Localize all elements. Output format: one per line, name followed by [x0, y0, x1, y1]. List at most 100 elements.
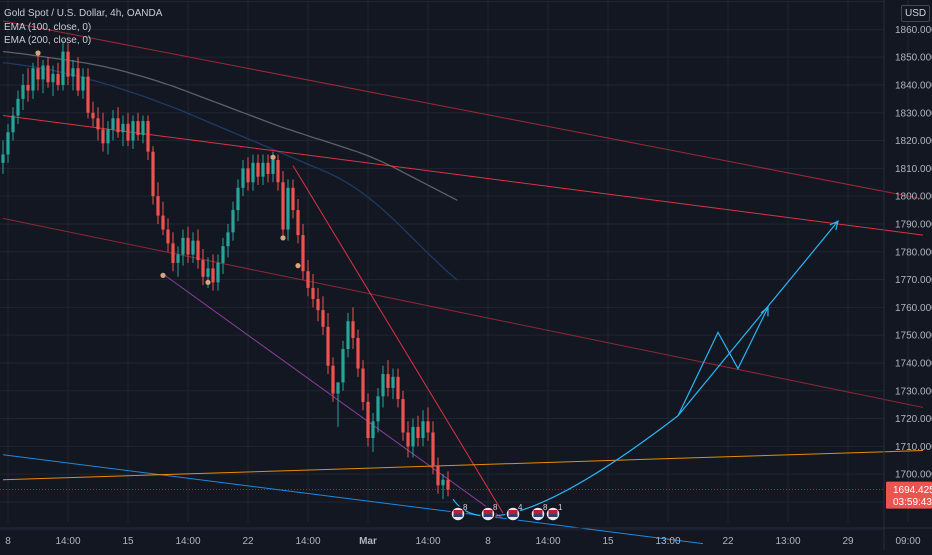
- candle[interactable]: [341, 340, 345, 391]
- candle[interactable]: [236, 179, 240, 222]
- candle[interactable]: [361, 360, 365, 411]
- candle[interactable]: [211, 254, 215, 291]
- candle[interactable]: [446, 471, 450, 497]
- candle[interactable]: [336, 382, 340, 427]
- falling-wedge-top[interactable]: [292, 165, 504, 514]
- candle[interactable]: [191, 232, 195, 263]
- candle[interactable]: [226, 223, 230, 258]
- candle[interactable]: [276, 154, 280, 191]
- candle[interactable]: [286, 179, 290, 241]
- candle[interactable]: [76, 57, 80, 97]
- candle[interactable]: [291, 179, 295, 219]
- support-line[interactable]: [2, 454, 704, 545]
- candle[interactable]: [11, 107, 15, 141]
- candle[interactable]: [26, 68, 30, 102]
- candle[interactable]: [391, 368, 395, 400]
- candle[interactable]: [196, 229, 200, 269]
- candle[interactable]: [46, 57, 50, 88]
- candle[interactable]: [156, 182, 160, 224]
- candle[interactable]: [256, 154, 260, 186]
- currency-button[interactable]: USD: [901, 5, 931, 22]
- candle[interactable]: [246, 157, 250, 191]
- candle[interactable]: [181, 229, 185, 266]
- candle[interactable]: [121, 115, 125, 147]
- candle[interactable]: [431, 421, 435, 475]
- candle[interactable]: [31, 62, 35, 99]
- candle[interactable]: [421, 410, 425, 447]
- candle[interactable]: [221, 237, 225, 274]
- candle[interactable]: [201, 248, 205, 286]
- candle[interactable]: [91, 101, 95, 127]
- candle[interactable]: [66, 43, 70, 85]
- candle[interactable]: [366, 393, 370, 447]
- candle[interactable]: [321, 296, 325, 336]
- candle[interactable]: [231, 201, 235, 241]
- candle[interactable]: [426, 407, 430, 441]
- candle[interactable]: [376, 387, 380, 433]
- candle[interactable]: [161, 201, 165, 236]
- candle[interactable]: [56, 62, 60, 91]
- candle[interactable]: [71, 59, 75, 91]
- candle[interactable]: [316, 287, 320, 322]
- candle[interactable]: [116, 107, 120, 138]
- candle[interactable]: [296, 198, 300, 244]
- main-trendline[interactable]: [2, 115, 924, 236]
- candle[interactable]: [176, 246, 180, 277]
- time-axis[interactable]: 8 14:00 15 14:00 22 14:00 Mar 14:00 8 14:00 15 13:0…: [5, 536, 921, 547]
- candle[interactable]: [371, 413, 375, 452]
- candle[interactable]: [146, 115, 150, 161]
- projection-arrow[interactable]: [677, 220, 839, 417]
- candle[interactable]: [86, 68, 90, 119]
- candle[interactable]: [61, 40, 65, 91]
- candle[interactable]: [101, 112, 105, 152]
- candle[interactable]: [331, 357, 335, 402]
- candle[interactable]: [261, 154, 265, 186]
- candle[interactable]: [16, 90, 20, 124]
- candle[interactable]: [396, 368, 400, 408]
- candle[interactable]: [266, 154, 270, 183]
- candle[interactable]: [111, 109, 115, 141]
- symbol-title[interactable]: Gold Spot / U.S. Dollar, 4h, OANDA: [4, 8, 163, 19]
- candle[interactable]: [136, 112, 140, 141]
- projection-zigzag[interactable]: [677, 307, 769, 417]
- candle[interactable]: [386, 360, 390, 397]
- economic-event-badge[interactable]: 4: [505, 503, 523, 522]
- candle[interactable]: [346, 312, 350, 358]
- candle[interactable]: [36, 54, 40, 91]
- candle[interactable]: [126, 112, 130, 147]
- economic-event-badge[interactable]: 8: [480, 503, 498, 522]
- candle[interactable]: [306, 260, 310, 297]
- economic-event-badge[interactable]: 1: [545, 503, 563, 522]
- ema200-legend[interactable]: EMA (200, close, 0): [4, 35, 92, 46]
- candle[interactable]: [186, 226, 190, 263]
- economic-event-badge[interactable]: 8: [530, 503, 548, 522]
- candle[interactable]: [6, 123, 10, 163]
- candle[interactable]: [166, 218, 170, 252]
- candle[interactable]: [326, 312, 330, 375]
- candle[interactable]: [441, 474, 445, 500]
- candle[interactable]: [51, 65, 55, 97]
- candle[interactable]: [401, 390, 405, 441]
- candle[interactable]: [411, 418, 415, 458]
- candle[interactable]: [251, 154, 255, 191]
- candle[interactable]: [1, 140, 5, 174]
- candle[interactable]: [351, 307, 355, 350]
- candle[interactable]: [41, 59, 45, 94]
- upper-channel-line[interactable]: [2, 20, 924, 200]
- candle[interactable]: [131, 115, 135, 149]
- candle[interactable]: [406, 421, 410, 458]
- candle[interactable]: [141, 115, 145, 144]
- candle[interactable]: [21, 73, 25, 110]
- candle[interactable]: [106, 121, 110, 155]
- candle[interactable]: [301, 223, 305, 280]
- orange-horizontal-line[interactable]: [2, 450, 924, 481]
- candle[interactable]: [96, 107, 100, 141]
- candle[interactable]: [311, 274, 315, 308]
- candle[interactable]: [151, 146, 155, 205]
- candle[interactable]: [281, 171, 285, 236]
- lower-channel-line[interactable]: [2, 217, 924, 408]
- candle[interactable]: [241, 160, 245, 197]
- candle[interactable]: [171, 232, 175, 272]
